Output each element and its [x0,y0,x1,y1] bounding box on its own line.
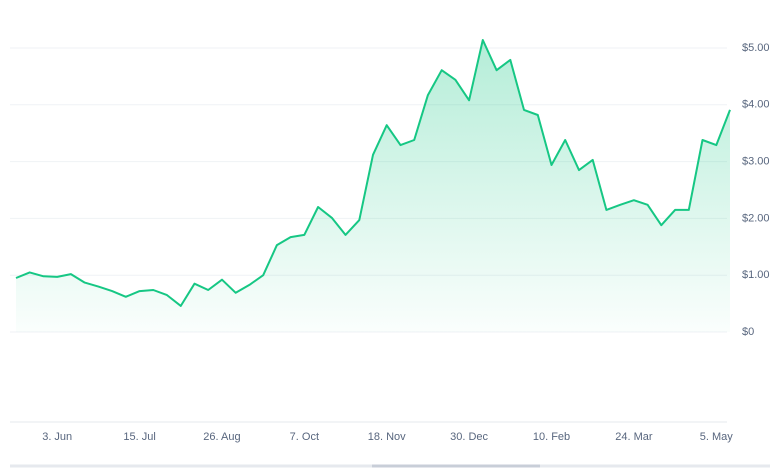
x-tick-label: 7. Oct [290,431,319,443]
x-tick-label: 24. Mar [615,431,653,443]
x-tick-label: 30. Dec [450,431,488,443]
price-line [15,39,731,307]
y-tick-label: $3.00 [742,156,770,168]
x-tick-label: 15. Jul [123,431,155,443]
y-tick-label: $1.00 [742,269,770,281]
y-tick-label: $2.00 [742,212,770,224]
x-tick-label: 18. Nov [368,431,406,443]
x-tick-label: 5. May [700,431,734,443]
x-tick-label: 10. Feb [533,431,570,443]
x-tick-label: 26. Aug [203,431,240,443]
y-tick-label: $4.00 [742,99,770,111]
area-fill [16,40,730,332]
y-tick-label: $0 [742,326,754,338]
y-tick-label: $5.00 [742,42,770,54]
x-tick-label: 3. Jun [42,431,72,443]
